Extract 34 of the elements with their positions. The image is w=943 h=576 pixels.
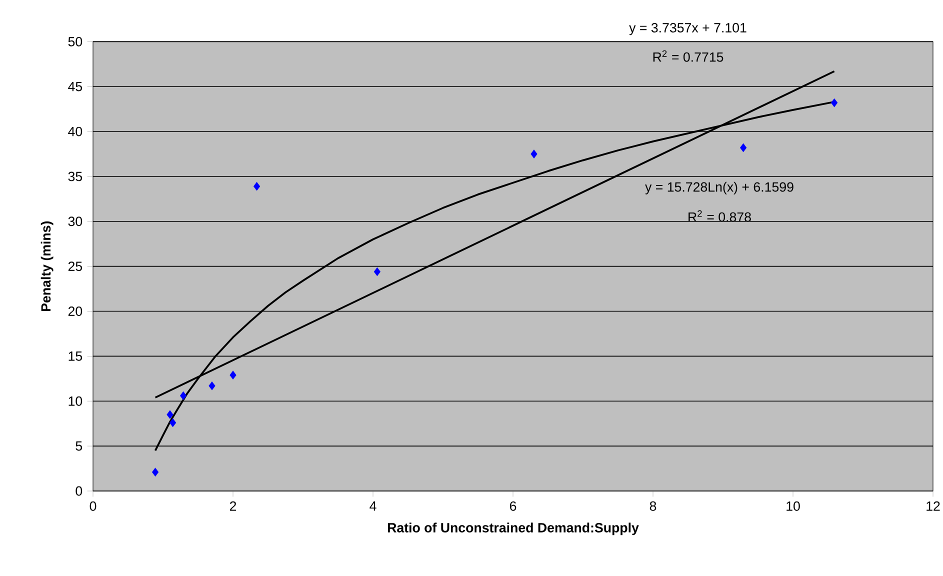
x-tick-label: 0 [90, 501, 96, 511]
y-tick-label: 10 [68, 396, 82, 406]
x-tick-label: 4 [370, 501, 376, 511]
y-tick-label: 15 [68, 352, 82, 361]
text: y = 3.7357x + 7.101 [629, 23, 746, 36]
point [152, 468, 159, 476]
point [740, 143, 747, 152]
y-tick-label: 45 [68, 82, 82, 92]
annotation: R$^{2}$ = 0.7715 [653, 50, 724, 62]
point [170, 418, 176, 427]
x-tick-label: 12 [926, 501, 940, 511]
x-tick-label: 10 [786, 501, 800, 511]
point [208, 382, 216, 390]
point [374, 267, 380, 276]
point [254, 182, 260, 191]
y-tick-label: 5 [76, 441, 82, 451]
annotation: y = 15.728Ln(x) + 6.1599 [645, 182, 794, 194]
x-tick-label: 2 [230, 501, 236, 511]
y-tick-label: 30 [68, 216, 82, 226]
point [831, 98, 838, 108]
x-tick-label: 8 [650, 501, 656, 511]
point [230, 370, 236, 380]
point [530, 150, 538, 158]
x-axis-title: Ratio of Unconstrained Demand:Supply [388, 522, 639, 536]
point [166, 410, 174, 419]
y-tick-label: 0 [76, 486, 82, 496]
point [180, 391, 187, 400]
y-tick-label: 40 [68, 126, 82, 136]
y-tick-label: 50 [68, 36, 82, 46]
y-tick-label: 25 [68, 262, 82, 272]
x-tick-label: 6 [510, 501, 516, 511]
y-axis-title: Penalty (mins) [40, 221, 54, 311]
y-tick-label: 35 [68, 172, 82, 182]
y-tick-label: 20 [68, 306, 82, 316]
